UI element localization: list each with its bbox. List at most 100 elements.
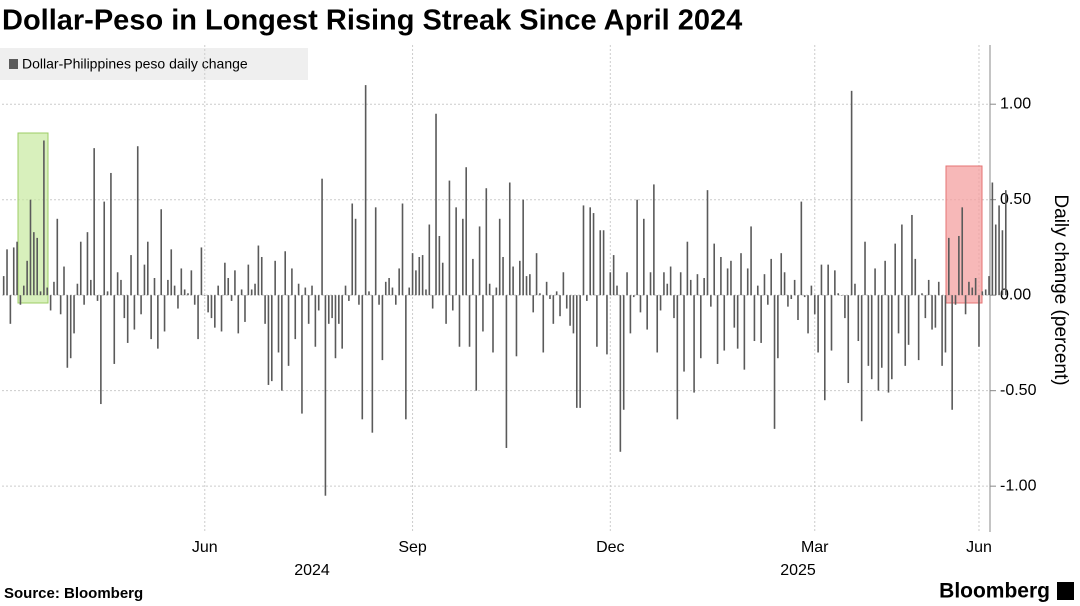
bar: [569, 295, 571, 326]
bar: [921, 293, 923, 296]
bar: [428, 224, 431, 296]
bar: [19, 295, 22, 305]
bar: [726, 268, 729, 296]
bar: [763, 274, 766, 296]
bar: [683, 295, 685, 372]
y-tick-label: -1.00: [1000, 477, 1037, 494]
bar: [36, 237, 38, 296]
bar: [140, 295, 142, 315]
bar: [9, 295, 12, 324]
bar: [203, 295, 206, 296]
bar: [934, 295, 937, 328]
bar: [411, 253, 414, 296]
bar: [773, 295, 776, 429]
bar: [820, 264, 823, 296]
bar: [572, 295, 575, 334]
bar: [971, 287, 974, 296]
bar: [230, 295, 233, 301]
bar: [200, 247, 203, 296]
bar: [880, 295, 883, 368]
bar: [478, 226, 481, 296]
bar: [29, 199, 32, 296]
bar: [646, 295, 648, 330]
bar: [686, 241, 689, 296]
bar: [743, 295, 746, 370]
bar: [465, 167, 467, 296]
bar: [207, 295, 209, 313]
bar: [160, 209, 162, 296]
bar: [240, 289, 243, 296]
bar: [777, 295, 779, 359]
bar: [46, 287, 49, 296]
bar: [16, 241, 18, 296]
highlight-start: [17, 132, 49, 304]
bar: [244, 295, 246, 322]
bar: [314, 295, 317, 347]
bar: [927, 279, 930, 296]
bar: [679, 272, 682, 296]
bar: [401, 203, 404, 296]
bar: [96, 295, 99, 301]
bar: [954, 295, 957, 305]
bar: [43, 140, 45, 296]
bar: [53, 281, 55, 296]
bar: [606, 295, 608, 355]
bar: [519, 260, 521, 296]
bar: [227, 277, 230, 296]
bar: [133, 295, 136, 330]
bar: [324, 295, 327, 496]
bar: [740, 253, 742, 296]
bar: [458, 295, 461, 347]
bar: [579, 295, 581, 408]
bar: [260, 256, 263, 296]
bar: [542, 295, 545, 353]
bar: [911, 214, 913, 296]
bar: [622, 295, 625, 410]
bar: [163, 295, 166, 332]
bar: [746, 268, 749, 296]
bar: [237, 295, 240, 334]
bar: [907, 295, 910, 345]
bar: [93, 148, 95, 296]
bar: [589, 207, 591, 296]
bar: [73, 295, 75, 334]
brand: Bloomberg: [939, 580, 1050, 603]
bar: [482, 295, 484, 332]
bar: [800, 201, 803, 296]
bar: [522, 199, 524, 296]
bar: [931, 295, 933, 330]
legend: [0, 48, 308, 80]
bar: [730, 260, 732, 296]
x-tick-label: Mar: [801, 539, 829, 556]
bar: [860, 295, 863, 422]
bar: [532, 295, 535, 313]
bar: [150, 295, 152, 340]
bar: [462, 218, 464, 296]
bar: [974, 277, 977, 296]
bar: [395, 295, 397, 305]
bar: [311, 285, 313, 296]
bar: [2, 276, 5, 296]
bar: [753, 295, 756, 342]
bar: [944, 295, 947, 353]
bar: [371, 295, 374, 433]
bar: [210, 295, 213, 319]
bar: [525, 276, 528, 296]
bar: [968, 281, 970, 296]
bar: [358, 295, 360, 305]
bar: [998, 205, 1000, 296]
bar: [830, 295, 833, 351]
bar: [840, 295, 843, 296]
bar: [994, 224, 997, 296]
bar: [183, 289, 186, 296]
bar: [813, 295, 816, 315]
bar: [126, 295, 129, 343]
bar: [220, 295, 223, 332]
bar: [733, 295, 736, 328]
bar: [917, 295, 920, 361]
bar: [643, 218, 645, 296]
bar: [348, 295, 350, 301]
bar: [857, 295, 860, 342]
bar: [69, 295, 72, 359]
bar: [341, 295, 343, 349]
